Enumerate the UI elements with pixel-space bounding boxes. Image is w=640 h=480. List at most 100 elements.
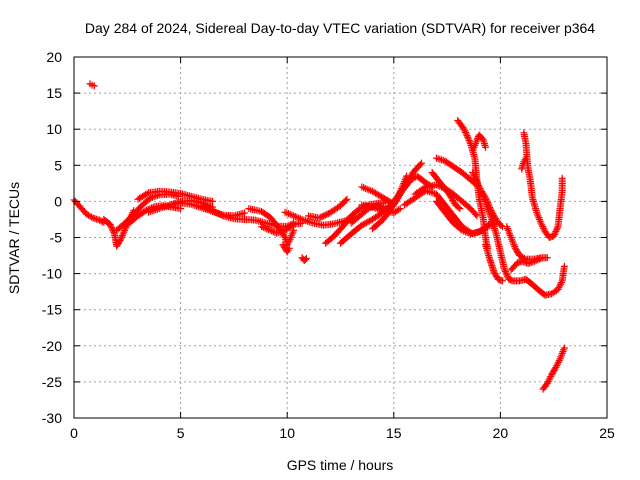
data-point bbox=[478, 189, 486, 197]
data-point bbox=[544, 378, 552, 386]
data-point bbox=[481, 196, 489, 204]
data-point bbox=[323, 210, 331, 218]
data-point bbox=[458, 226, 466, 234]
data-point bbox=[474, 181, 482, 189]
data-point bbox=[503, 271, 511, 279]
data-point bbox=[547, 372, 555, 380]
data-point bbox=[359, 220, 367, 228]
data-point bbox=[538, 221, 546, 229]
data-point bbox=[550, 232, 558, 240]
data-point bbox=[535, 255, 543, 263]
data-point bbox=[119, 230, 127, 238]
y-tick-label: -30 bbox=[42, 410, 62, 426]
data-point bbox=[259, 223, 267, 231]
data-point bbox=[553, 362, 561, 370]
data-point bbox=[418, 159, 426, 167]
data-point bbox=[209, 207, 217, 215]
data-point bbox=[396, 205, 404, 213]
data-point bbox=[469, 169, 477, 177]
data-point bbox=[466, 138, 474, 146]
data-point bbox=[551, 229, 559, 237]
series-arc-34 bbox=[518, 154, 530, 173]
data-point bbox=[501, 266, 509, 274]
data-point bbox=[293, 213, 301, 221]
data-point bbox=[263, 225, 271, 233]
series-arc-01 bbox=[70, 196, 108, 226]
data-point bbox=[471, 173, 479, 181]
axes: 0 5 10 15 20 25 -30 -25 -20 -15 -10 -5 0 5 10 15 20 bbox=[42, 49, 615, 441]
data-point bbox=[285, 244, 293, 252]
data-point bbox=[342, 197, 350, 205]
series-arc-14 bbox=[298, 254, 310, 265]
y-tick-label: 10 bbox=[46, 121, 62, 137]
data-point bbox=[343, 195, 351, 203]
data-point bbox=[204, 205, 212, 213]
data-point bbox=[481, 143, 489, 151]
data-point bbox=[472, 175, 480, 183]
data-point bbox=[473, 136, 481, 144]
series-arc-33 bbox=[520, 129, 566, 241]
data-point bbox=[499, 277, 507, 285]
data-point bbox=[473, 178, 481, 186]
series-arc-10 bbox=[245, 205, 298, 249]
y-axis-label: SDTVAR / TECUs bbox=[6, 182, 22, 294]
data-point bbox=[403, 172, 411, 180]
data-point bbox=[107, 222, 115, 230]
data-point bbox=[477, 188, 485, 196]
data-point bbox=[539, 224, 547, 232]
data-point bbox=[356, 205, 364, 213]
data-point bbox=[302, 254, 310, 262]
data-point bbox=[462, 128, 470, 136]
data-point bbox=[318, 213, 326, 221]
y-tick-label: -25 bbox=[42, 374, 62, 390]
data-point bbox=[456, 205, 464, 213]
series-arc-29 bbox=[469, 169, 530, 285]
data-point bbox=[280, 232, 288, 240]
data-point bbox=[241, 209, 249, 217]
data-point bbox=[554, 285, 562, 293]
data-point bbox=[317, 213, 325, 221]
data-point bbox=[261, 224, 269, 232]
data-point bbox=[291, 213, 299, 221]
series-arc-28 bbox=[469, 131, 489, 155]
data-point bbox=[206, 205, 214, 213]
series-arc-26 bbox=[432, 154, 507, 231]
data-point bbox=[365, 217, 373, 225]
x-tick-label: 25 bbox=[599, 425, 615, 441]
data-point bbox=[201, 203, 209, 211]
data-point bbox=[320, 212, 328, 220]
data-point bbox=[269, 228, 277, 236]
data-point bbox=[556, 282, 564, 290]
series-arc-32 bbox=[507, 254, 545, 274]
data-point bbox=[88, 213, 96, 221]
series-arc-35 bbox=[522, 262, 568, 299]
data-point bbox=[284, 210, 292, 218]
data-point bbox=[212, 208, 220, 216]
data-point bbox=[557, 279, 565, 287]
data-point bbox=[141, 207, 149, 215]
data-point bbox=[321, 211, 329, 219]
data-point bbox=[477, 186, 485, 194]
data-point bbox=[479, 193, 487, 201]
series-arc-21 bbox=[358, 183, 396, 207]
data-point bbox=[90, 82, 98, 90]
data-point bbox=[552, 227, 560, 235]
y-tick-label: 20 bbox=[46, 49, 62, 65]
data-point bbox=[216, 210, 224, 218]
y-tick-label: 0 bbox=[54, 193, 62, 209]
data-point bbox=[469, 170, 477, 178]
data-point bbox=[120, 228, 128, 236]
data-point bbox=[120, 227, 128, 235]
data-point bbox=[286, 210, 294, 218]
series-arc-02 bbox=[86, 80, 98, 90]
data-point bbox=[315, 214, 323, 222]
data-point bbox=[215, 210, 223, 218]
data-point bbox=[199, 202, 207, 210]
data-point bbox=[560, 344, 568, 352]
y-tick-label: -20 bbox=[42, 338, 62, 354]
data-point bbox=[463, 132, 471, 140]
data-point bbox=[464, 135, 472, 143]
data-point bbox=[296, 215, 304, 223]
data-point bbox=[479, 191, 487, 199]
data-point bbox=[504, 272, 512, 280]
